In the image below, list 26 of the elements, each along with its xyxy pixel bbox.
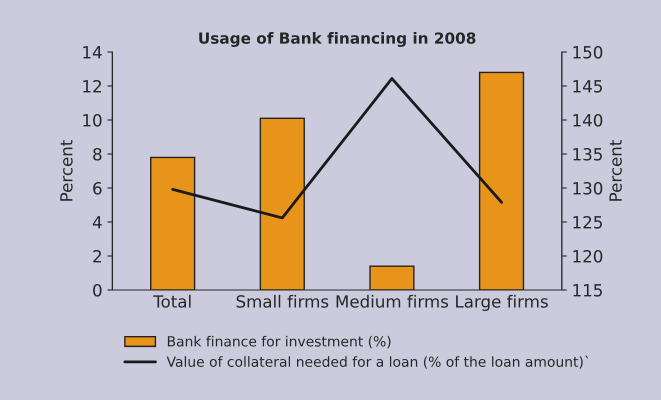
y-tick-label: 8	[93, 148, 102, 161]
y-tick-label: 10	[83, 114, 102, 127]
bar	[369, 266, 415, 290]
y2-tick-label: 150	[573, 46, 602, 59]
y2-tick-label: 135	[573, 148, 602, 161]
legend-label: Bank finance for investment (%)	[168, 336, 390, 348]
y2-tick-label: 130	[573, 182, 602, 195]
y-tick-label: 6	[93, 182, 102, 195]
y-tick-label: 0	[93, 284, 102, 297]
y2-tick-label: 140	[573, 114, 602, 127]
x-tick-label: Total	[153, 294, 191, 308]
x-tick-label: Large firms	[456, 294, 548, 311]
y2-tick-label: 125	[573, 216, 602, 229]
y2-tick-label: 145	[573, 80, 602, 93]
y-tick-label: 12	[83, 80, 101, 92]
x-tick-label: Small firms	[236, 294, 328, 308]
y2-tick-label: 115	[573, 284, 602, 297]
y-tick-label: 4	[92, 216, 102, 228]
x-tick-label: Medium firms	[336, 294, 448, 308]
legend-label: Value of collateral needed for a loan (% of the loan amount)`	[166, 356, 588, 369]
y2-axis-title: Percent	[609, 140, 622, 201]
y-tick-label: 14	[83, 46, 102, 58]
chart-title: Usage of Bank financing in 2008	[199, 32, 476, 47]
y2-tick-label: 120	[573, 250, 602, 263]
y-tick-label: 2	[93, 250, 101, 262]
y-axis-title: Percent	[60, 140, 73, 201]
